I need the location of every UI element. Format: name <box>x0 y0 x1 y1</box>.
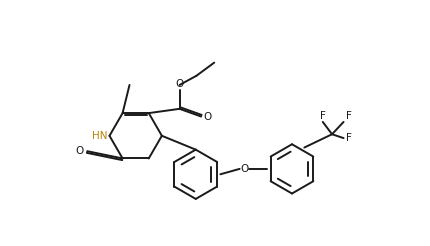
Text: O: O <box>175 79 184 89</box>
Text: O: O <box>76 146 84 156</box>
Text: HN: HN <box>92 131 107 141</box>
Text: O: O <box>203 111 212 122</box>
Text: F: F <box>320 111 326 121</box>
Text: O: O <box>240 164 249 174</box>
Text: F: F <box>346 111 352 121</box>
Text: F: F <box>346 133 352 143</box>
